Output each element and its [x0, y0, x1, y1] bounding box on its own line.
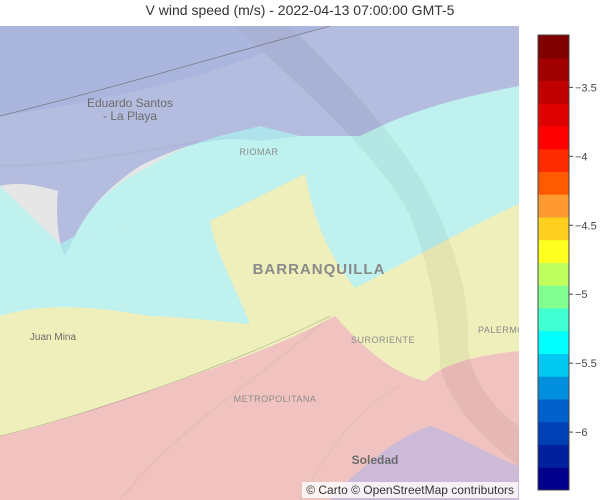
district-label-riomar: RIOMAR: [240, 147, 279, 157]
colorbar-swatch: [538, 376, 569, 400]
colorbar-swatch: [538, 126, 569, 150]
colorbar-swatch: [538, 57, 569, 81]
zone-boundary: [0, 315, 331, 437]
colorbar-tick-label: −6: [575, 427, 588, 439]
colorbar-border: [537, 34, 570, 491]
colorbar-swatch: [538, 239, 569, 263]
colorbar-tick-label: −4: [575, 151, 588, 163]
colorbar-swatch: [538, 80, 569, 104]
zone-boundary: [0, 26, 331, 117]
colorbar-swatch: [538, 35, 569, 59]
chart-title: V wind speed (m/s) - 2022-04-13 07:00:00…: [145, 2, 455, 18]
colorbar-tick-label: −4.5: [575, 220, 597, 232]
district-label-metropolitana: METROPOLITANA: [234, 394, 317, 404]
colorbar-tick-label: −3.5: [575, 82, 597, 94]
district-label-palermo: PALERMO: [478, 325, 519, 335]
map-attribution[interactable]: © Carto © OpenStreetMap contributors: [302, 482, 518, 498]
colorbar-swatch: [538, 330, 569, 354]
place-label-juan-mina: Juan Mina: [30, 332, 77, 343]
colorbar-swatch: [538, 262, 569, 286]
wind-zone-cyan[interactable]: [0, 86, 519, 324]
map-area[interactable]: Eduardo Santos - La Playa RIOMAR BARRANQ…: [0, 26, 519, 500]
wind-zone-blue[interactable]: [0, 26, 519, 256]
colorbar-swatch: [538, 353, 569, 377]
colorbar-swatch: [538, 444, 569, 468]
colorbar-tick-label: −5: [575, 289, 588, 301]
colorbar-swatch: [538, 285, 569, 309]
colorbar-swatch: [538, 194, 569, 218]
colorbar-tick-label: −5.5: [575, 358, 597, 370]
place-label-eduardo-santos: Eduardo Santos: [87, 96, 173, 110]
colorbar: −3.5 −4 −4.5 −5 −5.5 −6: [537, 34, 597, 491]
wind-zone-yellow[interactable]: [0, 174, 519, 436]
wind-zone-blue-south: [330, 426, 519, 500]
colorbar-swatch: [538, 421, 569, 445]
colorbar-swatch: [538, 308, 569, 332]
colorbar-swatch: [538, 171, 569, 195]
place-label-la-playa: - La Playa: [103, 109, 157, 123]
colorbar-swatch: [538, 148, 569, 172]
colorbar-swatch: [538, 217, 569, 241]
colorbar-swatch: [538, 103, 569, 127]
place-label-soledad: Soledad: [352, 453, 399, 467]
district-label-suroriente: SURORIENTE: [351, 335, 415, 345]
colorbar-swatch: [538, 399, 569, 423]
city-label-barranquilla: BARRANQUILLA: [253, 261, 386, 278]
colorbar-swatch: [538, 467, 569, 491]
